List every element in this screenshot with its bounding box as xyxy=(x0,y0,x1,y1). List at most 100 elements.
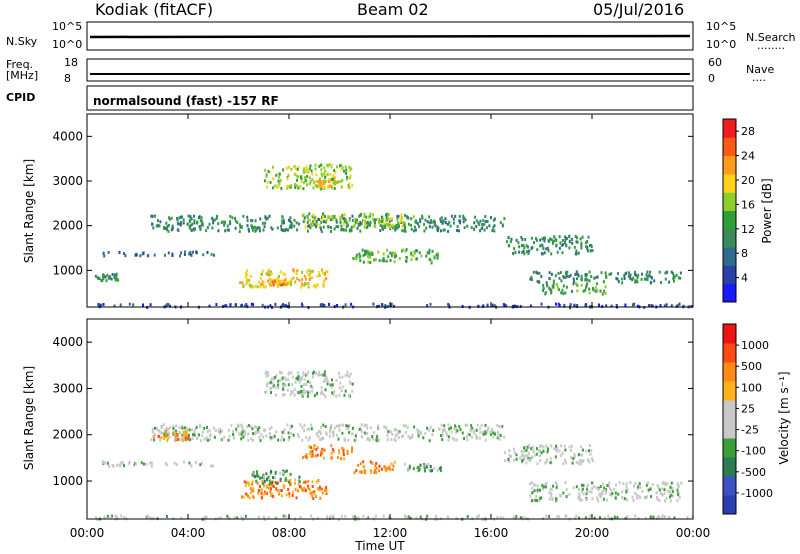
colorbar-tick-label: -100 xyxy=(741,445,766,458)
nave-tick-high: 60 xyxy=(708,56,722,69)
colorbar-frame xyxy=(722,118,737,303)
velocity-ylabel: Slant Range [km] xyxy=(22,366,36,470)
velocity-panel-frame xyxy=(86,318,694,520)
freq-panel xyxy=(86,58,694,82)
nsky-tick-high: 10^5 xyxy=(52,20,82,33)
echo-region xyxy=(152,430,190,443)
echo-region xyxy=(314,179,342,189)
colorbar-cell xyxy=(723,457,736,477)
colorbar-tick-label: 24 xyxy=(741,150,755,163)
colorbar-frame xyxy=(722,323,737,515)
nave-label: Nave xyxy=(746,63,774,76)
x-tick-label: 16:00 xyxy=(474,526,509,540)
colorbar-cell xyxy=(723,495,736,515)
echo-region xyxy=(261,277,291,287)
colorbar-tick-label: 500 xyxy=(741,360,762,373)
beam-label: Beam 02 xyxy=(357,0,429,19)
echo-region xyxy=(94,272,120,283)
colorbar-tick-label: 28 xyxy=(741,125,755,138)
colorbar-cell xyxy=(723,324,736,344)
power-panel-frame xyxy=(86,113,694,308)
colorbar-tick-label: 8 xyxy=(741,247,748,260)
nsearch-tick-low: 10^0 xyxy=(706,38,736,51)
colorbar-cell xyxy=(723,283,736,303)
echo-region xyxy=(240,478,328,500)
nave-dots: .... xyxy=(752,71,766,84)
echo-region xyxy=(542,282,607,296)
echo-region xyxy=(95,514,694,521)
x-tick-label: 20:00 xyxy=(575,526,610,540)
echo-region xyxy=(301,444,353,461)
colorbar-tick-label: -500 xyxy=(741,466,766,479)
nsearch-tick-high: 10^5 xyxy=(706,20,736,33)
colorbar-cell xyxy=(723,247,736,266)
colorbar-cell xyxy=(723,265,736,285)
colorbar-cell xyxy=(723,419,736,439)
cpid-text: normalsound (fast) -157 RF xyxy=(93,94,279,108)
x-tick-label: 04:00 xyxy=(171,526,206,540)
x-tick-label: 08:00 xyxy=(272,526,307,540)
colorbar-cell xyxy=(723,343,736,363)
power-ylabel: Slant Range [km] xyxy=(22,159,36,263)
echo-region xyxy=(102,250,215,258)
echo-region xyxy=(150,423,506,443)
colorbar-tick-label: 16 xyxy=(741,198,755,211)
echo-region xyxy=(352,248,439,265)
echo-region xyxy=(251,469,301,485)
echo-region xyxy=(301,212,417,229)
echo-region xyxy=(503,444,594,466)
colorbar-tick-label: 1000 xyxy=(741,339,769,352)
x-tick-label: 12:00 xyxy=(373,526,408,540)
freq-tick-high: 18 xyxy=(64,56,78,69)
echo-region xyxy=(403,462,442,473)
colorbar-tick-label: 4 xyxy=(741,272,748,285)
power-colorbar-label: Power [dB] xyxy=(760,178,774,243)
freq-unit: [MHz] xyxy=(6,69,38,82)
colorbar-cell xyxy=(723,362,736,382)
freq-tick-low: 8 xyxy=(64,72,71,85)
y-tick-label: 2000 xyxy=(52,428,83,442)
power-colorbar: 4 8 12 16 20 24 28 xyxy=(722,118,755,303)
cpid-label: CPID xyxy=(6,91,35,104)
y-tick-label: 1000 xyxy=(52,474,83,488)
echo-region xyxy=(353,460,396,475)
echo-region xyxy=(529,270,682,285)
colorbar-tick-label: 25 xyxy=(741,402,755,415)
y-tick-label: 4000 xyxy=(52,335,83,349)
echo-region xyxy=(101,460,214,468)
colorbar-cell xyxy=(723,381,736,401)
velocity-colorbar: 1000 500 100 25 -25 -100 -500 -1000 xyxy=(722,323,773,515)
nave-tick-low: 0 xyxy=(708,72,715,85)
x-tick-label: 00:00 xyxy=(70,526,105,540)
x-axis-label: Time UT xyxy=(354,539,405,553)
x-tick-label: 00:00 xyxy=(676,526,711,540)
colorbar-cell xyxy=(723,438,736,458)
colorbar-cell xyxy=(723,476,736,496)
nsearch-label: N.Search xyxy=(746,31,796,44)
colorbar-cell xyxy=(723,155,736,175)
nsearch-dots: ........ xyxy=(757,39,785,52)
y-tick-label: 4000 xyxy=(52,129,83,143)
colorbar-cell xyxy=(723,228,736,248)
colorbar-cell xyxy=(723,137,736,157)
velocity-panel xyxy=(95,370,694,521)
nsky-panel xyxy=(86,21,694,51)
nsky-tick-low: 10^0 xyxy=(52,38,82,51)
colorbar-cell xyxy=(723,119,736,138)
colorbar-tick-label: -1000 xyxy=(741,487,773,500)
colorbar-tick-label: 12 xyxy=(741,223,755,236)
y-tick-label: 3000 xyxy=(52,174,83,188)
echo-region xyxy=(264,370,354,399)
echo-region xyxy=(97,302,693,310)
nsky-trace xyxy=(89,34,691,39)
echo-region xyxy=(528,481,683,503)
echo-region xyxy=(505,234,594,256)
freq-label: Freq. xyxy=(6,58,33,71)
velocity-colorbar-label: Velocity [m s⁻¹] xyxy=(777,371,791,464)
radar-title: Kodiak (fitACF) xyxy=(95,0,213,19)
power-panel xyxy=(94,163,693,310)
nsky-label: N.Sky xyxy=(6,35,38,48)
date-label: 05/Jul/2016 xyxy=(593,0,684,19)
colorbar-tick-label: -25 xyxy=(741,424,759,437)
